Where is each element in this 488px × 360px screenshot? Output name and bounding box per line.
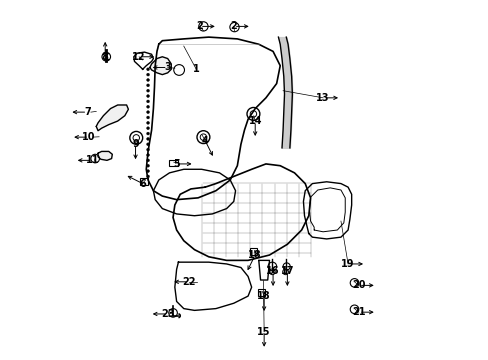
Circle shape — [267, 262, 276, 271]
Circle shape — [349, 305, 358, 314]
Text: 2: 2 — [230, 21, 237, 31]
Text: 17: 17 — [280, 266, 293, 276]
Text: 23: 23 — [161, 309, 174, 319]
Circle shape — [349, 279, 358, 287]
Text: 19: 19 — [341, 259, 354, 269]
Text: 11: 11 — [86, 156, 99, 165]
Circle shape — [146, 89, 149, 92]
Circle shape — [168, 309, 177, 317]
Text: 1: 1 — [192, 64, 199, 74]
Circle shape — [146, 78, 149, 81]
Polygon shape — [149, 57, 171, 75]
Bar — [250, 248, 256, 255]
Text: 4: 4 — [202, 136, 208, 146]
Text: 9: 9 — [132, 139, 139, 149]
Text: 6: 6 — [139, 179, 146, 189]
Circle shape — [146, 84, 149, 87]
Circle shape — [91, 154, 99, 163]
Circle shape — [146, 159, 149, 162]
Circle shape — [146, 121, 149, 124]
Text: 2: 2 — [196, 21, 203, 31]
Circle shape — [198, 22, 207, 31]
Text: 22: 22 — [182, 277, 196, 287]
Text: 8: 8 — [102, 52, 108, 62]
Text: 10: 10 — [82, 132, 96, 142]
Text: 5: 5 — [173, 159, 180, 169]
Circle shape — [146, 127, 149, 130]
Polygon shape — [98, 152, 112, 160]
Circle shape — [173, 64, 184, 75]
Text: 3: 3 — [164, 63, 171, 72]
Text: 7: 7 — [84, 107, 90, 117]
Circle shape — [146, 138, 149, 140]
Text: 16: 16 — [266, 266, 279, 276]
Circle shape — [146, 148, 149, 151]
Bar — [258, 289, 264, 296]
Text: 20: 20 — [351, 280, 365, 291]
Text: 18: 18 — [248, 250, 262, 260]
Circle shape — [229, 22, 239, 32]
Circle shape — [146, 170, 149, 172]
Circle shape — [146, 132, 149, 135]
Circle shape — [146, 105, 149, 108]
Circle shape — [146, 111, 149, 113]
Circle shape — [146, 68, 149, 71]
Text: 18: 18 — [257, 291, 270, 301]
Text: 12: 12 — [132, 52, 145, 62]
Circle shape — [146, 164, 149, 167]
Circle shape — [146, 143, 149, 146]
Circle shape — [146, 73, 149, 76]
Circle shape — [146, 154, 149, 157]
Text: 13: 13 — [316, 93, 329, 103]
Bar — [168, 159, 177, 166]
Circle shape — [146, 116, 149, 119]
Bar — [140, 178, 147, 185]
Polygon shape — [96, 105, 128, 131]
Circle shape — [146, 175, 149, 178]
Text: 14: 14 — [248, 116, 262, 126]
Text: 15: 15 — [257, 327, 270, 337]
Circle shape — [146, 100, 149, 103]
Circle shape — [102, 53, 110, 61]
Text: 21: 21 — [351, 307, 365, 317]
Circle shape — [146, 95, 149, 98]
Circle shape — [283, 263, 290, 270]
